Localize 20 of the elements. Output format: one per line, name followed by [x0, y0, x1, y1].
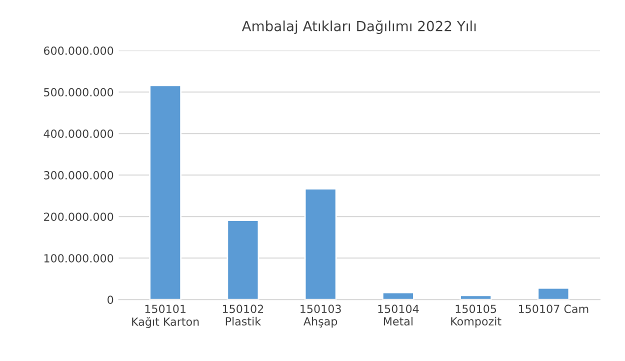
chart-title: Ambalaj Atıkları Dağılımı 2022 Yılı	[242, 20, 476, 34]
x-tick-label: 150104 Metal	[378, 304, 419, 326]
x-tick-label: 150107 Cam	[518, 304, 588, 314]
x-tick-label: 150103 Ahşap	[300, 304, 341, 328]
bar	[304, 188, 337, 300]
y-tick-label: 400.000.000	[44, 130, 114, 138]
bar	[537, 287, 570, 300]
y-tick-label: 100.000.000	[44, 254, 114, 262]
y-tick-label: 0	[108, 296, 114, 304]
bar	[149, 84, 182, 300]
y-tick-label: 500.000.000	[44, 88, 114, 96]
x-tick-label: 150102 Plastik	[222, 304, 264, 326]
bar	[460, 294, 492, 300]
bar	[226, 220, 260, 300]
x-tick-label: 150101 Kağıt Karton	[132, 304, 199, 328]
y-tick-label: 600.000.000	[44, 46, 114, 55]
x-tick-label: 150105 Kompozit	[451, 304, 502, 328]
y-tick-label: 200.000.000	[44, 212, 114, 221]
y-tick-label: 300.000.000	[44, 171, 114, 180]
bar	[382, 292, 414, 300]
